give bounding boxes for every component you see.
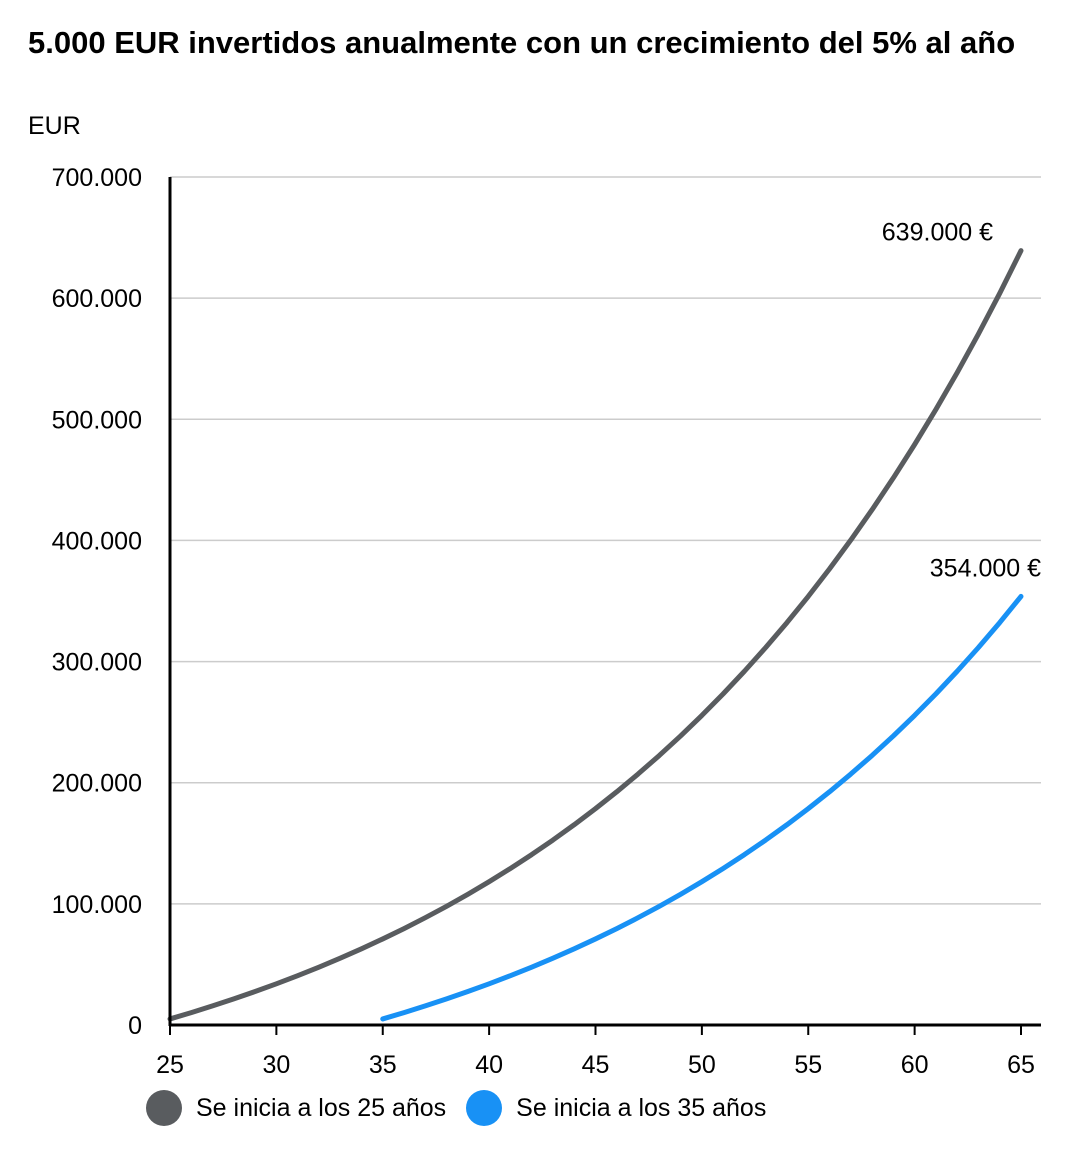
y-tick-label: 300.000 [52, 649, 142, 677]
chart-title: 5.000 EUR invertidos anualmente con un c… [28, 25, 1016, 60]
end-value-label: 354.000 € [930, 554, 1041, 582]
x-tick-label: 25 [156, 1051, 184, 1079]
y-tick-label: 200.000 [52, 770, 142, 798]
legend-swatch-icon [466, 1090, 503, 1126]
x-tick-label: 50 [688, 1051, 716, 1079]
y-tick-label: 600.000 [52, 285, 142, 313]
y-axis-ticks: 0 100.000 200.000 300.000 400.000 500.000 600.… [52, 164, 142, 1040]
y-tick-label: 700.000 [52, 164, 142, 192]
series-line-0 [167, 248, 1024, 1022]
y-axis-unit-label: EUR [28, 112, 81, 140]
end-value-label: 639.000 € [882, 219, 993, 247]
series-lines [167, 248, 1024, 1022]
y-tick-label: 0 [128, 1012, 142, 1040]
x-axis-ticks: 25 30 35 40 45 50 55 60 65 [156, 1025, 1035, 1079]
end-labels: 639.000 € 354.000 € [882, 219, 1041, 583]
x-tick-label: 30 [262, 1051, 290, 1079]
y-tick-label: 400.000 [52, 527, 142, 555]
x-tick-label: 40 [475, 1051, 503, 1079]
x-tick-label: 65 [1007, 1051, 1035, 1079]
x-tick-label: 55 [794, 1051, 822, 1079]
x-tick-label: 35 [369, 1051, 397, 1079]
legend-item-start-25[interactable]: Se inicia a los 25 años [146, 1090, 446, 1126]
legend-item-start-35[interactable]: Se inicia a los 35 años [466, 1090, 766, 1126]
y-tick-label: 100.000 [52, 891, 142, 919]
legend-label: Se inicia a los 35 años [516, 1093, 767, 1122]
legend: Se inicia a los 25 años Se inicia a los … [146, 1090, 786, 1126]
x-tick-label: 45 [582, 1051, 610, 1079]
y-tick-label: 500.000 [52, 406, 142, 434]
x-tick-label: 60 [901, 1051, 929, 1079]
legend-swatch-icon [146, 1090, 182, 1126]
legend-label: Se inicia a los 25 años [196, 1093, 447, 1122]
series-line-1 [380, 593, 1024, 1022]
gridlines [170, 176, 1041, 905]
